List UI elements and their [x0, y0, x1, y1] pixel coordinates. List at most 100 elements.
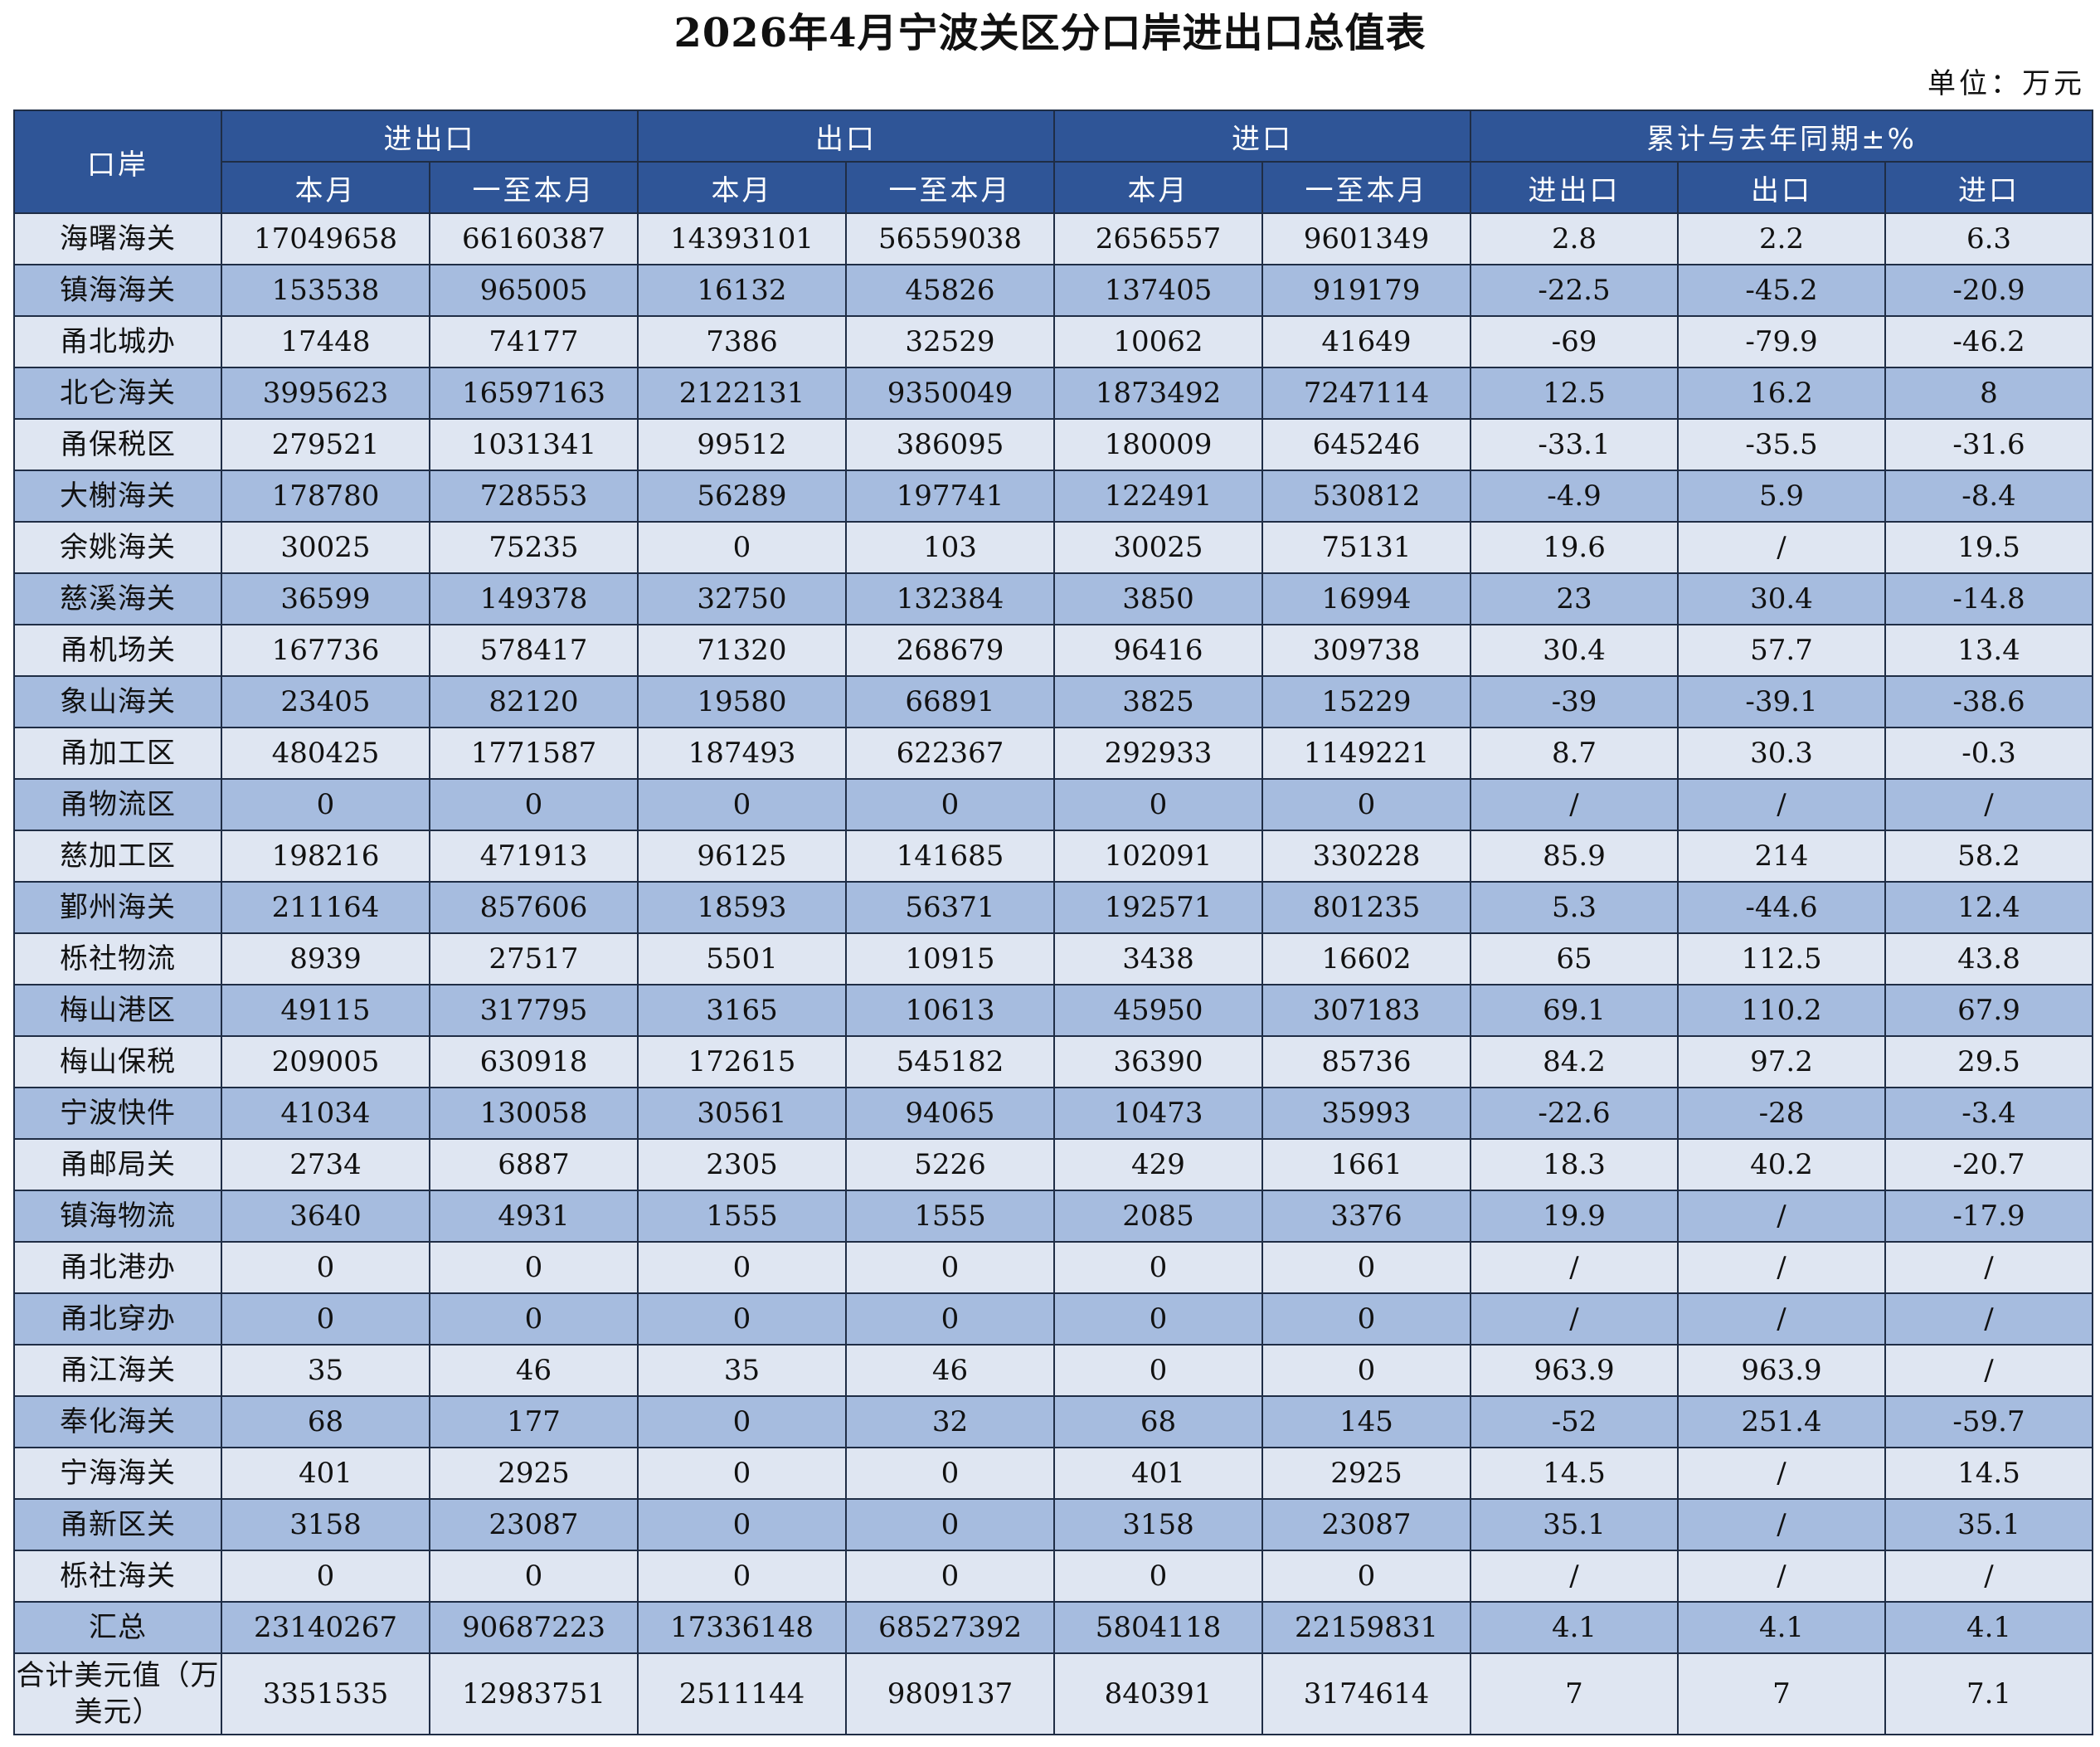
table-row: 汇总 23140267 90687223 17336148 68527392 580411… [13, 1601, 2093, 1654]
table-row: 宁海海关 401 2925 0 0 401 2925 14.5/14.5 [13, 1447, 2093, 1500]
table-row: 慈加工区 198216 471913 96125 141685 102091 330228 8… [13, 830, 2093, 883]
header-sub: 一至本月 [845, 161, 1055, 214]
value-cell: 1031341 [429, 418, 639, 471]
value-cell: 23087 [1261, 1498, 1471, 1551]
value-cell: 9350049 [845, 367, 1055, 420]
value-cell: 3640 [221, 1190, 430, 1243]
header-group-export: 出口 [637, 109, 1055, 163]
value-cell: 99512 [637, 418, 847, 471]
table-body: 海曙海关 17049658 66160387 14393101 56559038 2656… [13, 212, 2093, 1735]
value-cell: -59.7 [1884, 1395, 2093, 1448]
port-name-cell: 慈溪海关 [13, 572, 222, 625]
value-cell: -44.6 [1677, 881, 1886, 934]
value-cell: / [1677, 1447, 1886, 1500]
value-cell: -22.6 [1470, 1087, 1679, 1140]
value-cell: 2925 [1261, 1447, 1471, 1500]
port-name-cell: 甬北城办 [13, 315, 222, 368]
value-cell: 0 [221, 1292, 430, 1346]
value-cell: 36390 [1053, 1035, 1263, 1088]
value-cell: 0 [221, 778, 430, 831]
value-cell: 0 [429, 1550, 639, 1603]
value-cell: 19.5 [1884, 521, 2093, 574]
value-cell: -0.3 [1884, 727, 2093, 780]
value-cell: 268679 [845, 624, 1055, 677]
value-cell: 17049658 [221, 212, 430, 265]
value-cell: 386095 [845, 418, 1055, 471]
value-cell: / [1677, 1550, 1886, 1603]
value-cell: 919179 [1261, 264, 1471, 317]
value-cell: 23 [1470, 572, 1679, 625]
table-row: 镇海物流 3640 4931 1555 1555 2085 3376 19.9/-17.9 [13, 1190, 2093, 1243]
value-cell: 18.3 [1470, 1138, 1679, 1191]
table-row: 鄞州海关 211164 857606 18593 56371 192571 801235 5.… [13, 881, 2093, 934]
value-cell: 214 [1677, 830, 1886, 883]
value-cell: 110.2 [1677, 984, 1886, 1037]
value-cell: 17448 [221, 315, 430, 368]
value-cell: 172615 [637, 1035, 847, 1088]
value-cell: 963.9 [1677, 1344, 1886, 1397]
value-cell: 12.5 [1470, 367, 1679, 420]
value-cell: / [1884, 1344, 2093, 1397]
value-cell: 96416 [1053, 624, 1263, 677]
port-name-cell: 镇海海关 [13, 264, 222, 317]
value-cell: 66891 [845, 675, 1055, 728]
port-name-cell: 慈加工区 [13, 830, 222, 883]
value-cell: 401 [221, 1447, 430, 1500]
value-cell: 187493 [637, 727, 847, 780]
value-cell: / [1677, 1498, 1886, 1551]
port-name-cell: 余姚海关 [13, 521, 222, 574]
port-name-cell: 奉化海关 [13, 1395, 222, 1448]
value-cell: 5226 [845, 1138, 1055, 1191]
value-cell: 3165 [637, 984, 847, 1037]
header-sub: 本月 [221, 161, 430, 214]
value-cell: 801235 [1261, 881, 1471, 934]
value-cell: 35.1 [1884, 1498, 2093, 1551]
value-cell: -46.2 [1884, 315, 2093, 368]
table-row: 象山海关 23405 82120 19580 66891 3825 15229 -39 -39.… [13, 675, 2093, 728]
value-cell: 23405 [221, 675, 430, 728]
value-cell: -22.5 [1470, 264, 1679, 317]
value-cell: -38.6 [1884, 675, 2093, 728]
value-cell: 14.5 [1884, 1447, 2093, 1500]
value-cell: -79.9 [1677, 315, 1886, 368]
value-cell: 75235 [429, 521, 639, 574]
port-name-cell: 鄞州海关 [13, 881, 222, 934]
value-cell: / [1884, 1292, 2093, 1346]
value-cell: 74177 [429, 315, 639, 368]
value-cell: 7247114 [1261, 367, 1471, 420]
value-cell: / [1677, 521, 1886, 574]
value-cell: -4.9 [1470, 470, 1679, 523]
value-cell: 46 [845, 1344, 1055, 1397]
value-cell: 10473 [1053, 1087, 1263, 1140]
value-cell: 2734 [221, 1138, 430, 1191]
value-cell: 82120 [429, 675, 639, 728]
value-cell: 7 [1677, 1652, 1886, 1735]
value-cell: 15229 [1261, 675, 1471, 728]
value-cell: 545182 [845, 1035, 1055, 1088]
header-sub: 一至本月 [1261, 161, 1471, 214]
value-cell: 401 [1053, 1447, 1263, 1500]
value-cell: 40.2 [1677, 1138, 1886, 1191]
value-cell: -20.7 [1884, 1138, 2093, 1191]
table-row: 奉化海关 68 177 0 32 68 145 -52 251.4 -59.7 [13, 1395, 2093, 1448]
value-cell: 0 [637, 521, 847, 574]
value-cell: 2511144 [637, 1652, 847, 1735]
port-name-cell: 镇海物流 [13, 1190, 222, 1243]
port-name-cell: 甬北港办 [13, 1241, 222, 1294]
value-cell: 23140267 [221, 1601, 430, 1654]
value-cell: 178780 [221, 470, 430, 523]
value-cell: 630918 [429, 1035, 639, 1088]
value-cell: / [1884, 1241, 2093, 1294]
value-cell: 4.1 [1884, 1601, 2093, 1654]
value-cell: 3376 [1261, 1190, 1471, 1243]
port-name-cell: 汇总 [13, 1601, 222, 1654]
port-name-cell: 大榭海关 [13, 470, 222, 523]
value-cell: 857606 [429, 881, 639, 934]
port-name-cell: 甬物流区 [13, 778, 222, 831]
value-cell: 32 [845, 1395, 1055, 1448]
value-cell: 56371 [845, 881, 1055, 934]
value-cell: 16602 [1261, 932, 1471, 985]
value-cell: 0 [845, 1498, 1055, 1551]
value-cell: 17336148 [637, 1601, 847, 1654]
value-cell: 0 [637, 1498, 847, 1551]
